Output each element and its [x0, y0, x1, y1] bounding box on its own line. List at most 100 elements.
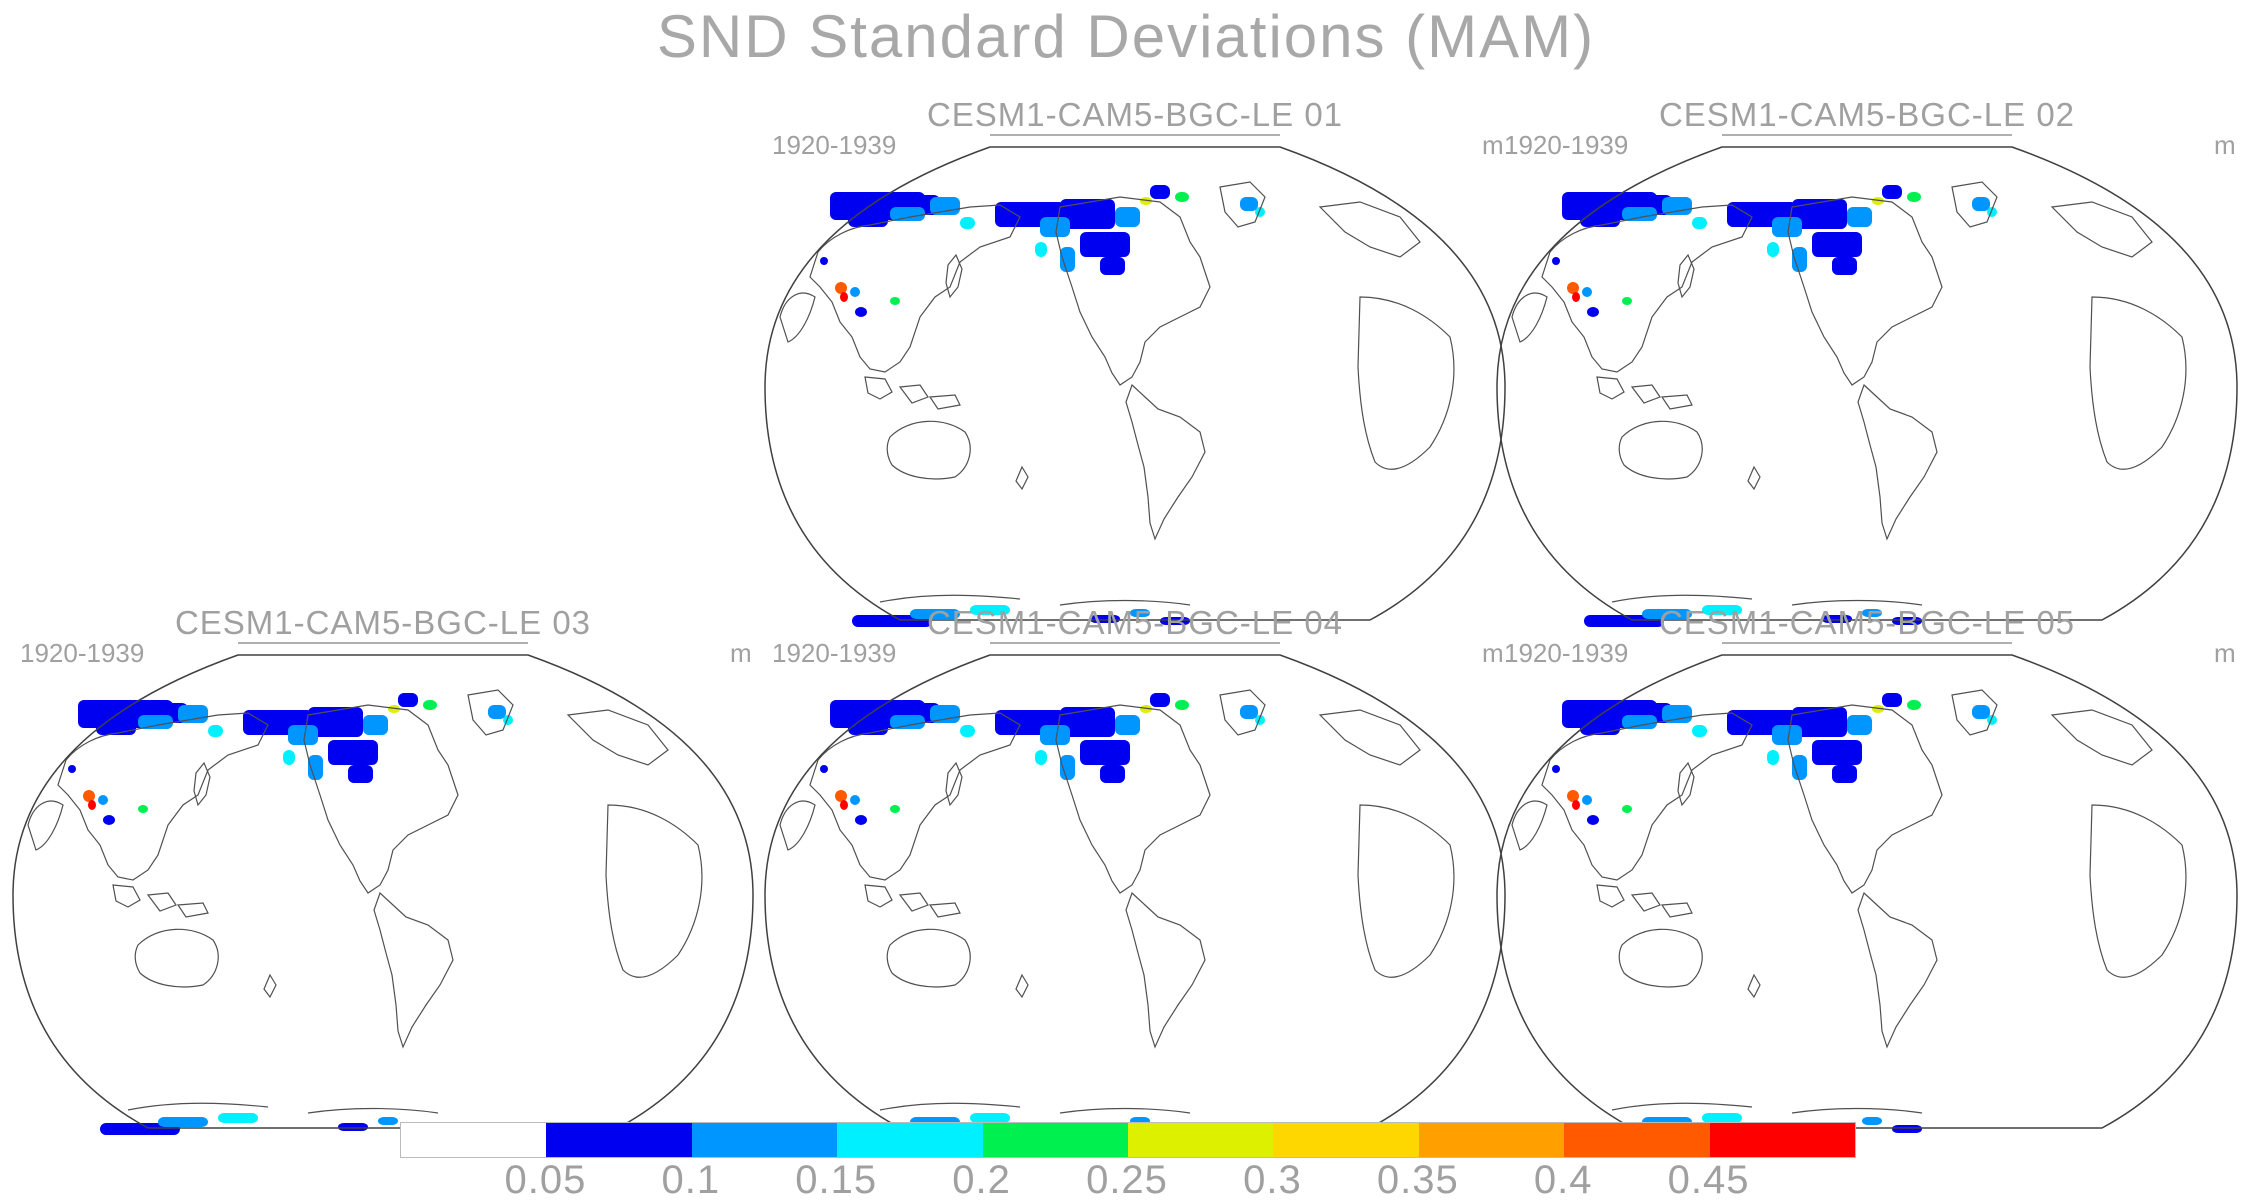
coastline: [1511, 800, 1548, 851]
coastline: [1787, 704, 1943, 894]
coastline: [945, 253, 963, 299]
map-plot: [1496, 654, 2238, 1135]
panel-title: CESM1-CAM5-BGC-LE 03: [174, 604, 592, 641]
panel-units: m: [730, 638, 752, 668]
coastline: [1357, 296, 1455, 470]
panel-title: CESM1-CAM5-BGC-LE 05: [1658, 604, 2076, 641]
panel-period: 1920-1939: [20, 638, 145, 668]
colorbar-tick-label: 0.45: [1667, 1158, 1750, 1202]
snow-patch: [1572, 800, 1580, 810]
snow-patch: [378, 1117, 398, 1125]
map-frame: [1496, 654, 2238, 1129]
colorbar-tick-label: 0.3: [1243, 1158, 1302, 1202]
snow-patch: [1812, 740, 1862, 765]
snow-patch: [1060, 755, 1075, 780]
snow-patch: [1130, 609, 1150, 617]
snow-patch: [1080, 232, 1130, 257]
colorbar-tick-label: 0.1: [661, 1158, 721, 1202]
map-panel-05: CESM1-CAM5-BGC-LE 05 1920-1939 m: [1492, 600, 2242, 1160]
coastline: [2050, 709, 2153, 766]
snow-patch: [1150, 693, 1170, 707]
coastline: [307, 1107, 439, 1114]
snow-patch: [890, 207, 925, 221]
snow-patch: [1702, 1113, 1742, 1123]
coastline: [1618, 420, 1703, 480]
snow-patch: [1882, 185, 1902, 199]
snow-patch: [100, 1123, 180, 1135]
coastline: [1318, 201, 1421, 258]
snow-patch: [1035, 750, 1047, 765]
map-frame: [1496, 146, 2238, 621]
snow-patch: [328, 740, 378, 765]
coastline: [864, 376, 893, 400]
snow-patch: [1767, 750, 1779, 765]
coastline: [1618, 928, 1703, 988]
colorbar-swatch: [1128, 1123, 1274, 1157]
colorbar-tick-label: 0.05: [504, 1158, 587, 1202]
snow-patch: [1767, 242, 1779, 257]
snow-patch: [1552, 257, 1560, 265]
coastline: [1747, 465, 1761, 491]
snow-patch: [83, 790, 95, 802]
snow-patch: [1587, 815, 1599, 825]
snow-patch: [1907, 700, 1921, 710]
snow-patch: [1567, 282, 1579, 294]
snow-patch: [138, 715, 173, 729]
snow-patch: [1792, 247, 1807, 272]
snow-patch: [1100, 257, 1125, 275]
snow-patch: [930, 197, 960, 215]
coastline: [886, 928, 971, 988]
coastline: [1677, 253, 1695, 299]
panel-period: 1920-1939: [1504, 638, 1629, 668]
snow-patch: [1582, 287, 1592, 297]
map-plot: [1496, 146, 2238, 627]
snow-patch: [1115, 715, 1140, 735]
panel-title: CESM1-CAM5-BGC-LE 04: [926, 604, 1344, 641]
coastline: [809, 712, 1021, 881]
snow-patch: [363, 715, 388, 735]
coastline: [1125, 383, 1206, 541]
snow-patch: [970, 605, 1010, 615]
snow-patch: [960, 217, 975, 229]
coastline: [1660, 394, 1693, 410]
snow-patch: [910, 609, 960, 619]
snow-patch: [283, 750, 295, 765]
coastline: [263, 973, 277, 999]
snow-patch: [1240, 705, 1258, 719]
coastline: [1857, 383, 1938, 541]
map-panel-03: CESM1-CAM5-BGC-LE 03 1920-1939 m: [8, 600, 758, 1160]
coastline: [879, 594, 1021, 603]
map-plot: [764, 654, 1506, 1135]
map-panel-04: CESM1-CAM5-BGC-LE 04 1920-1939 m: [760, 600, 1510, 1160]
snow-patch: [1972, 705, 1990, 719]
map-panel-02: CESM1-CAM5-BGC-LE 02 1920-1939 m: [1492, 92, 2242, 652]
snow-patch: [1160, 617, 1190, 625]
coastline: [605, 804, 703, 978]
coastline: [1630, 892, 1661, 912]
snow-patch: [1060, 199, 1115, 229]
colorbar-swatch: [1709, 1123, 1856, 1157]
snow-patch: [1240, 197, 1258, 211]
snow-patch: [1622, 297, 1632, 305]
coastline: [134, 928, 219, 988]
snow-patch: [835, 282, 847, 294]
colorbar-swatch: [691, 1123, 838, 1157]
snow-patch: [855, 307, 867, 317]
coastline: [1219, 689, 1266, 736]
snow-patch: [1847, 207, 1872, 227]
coastline: [898, 384, 929, 404]
coastline: [1787, 196, 1943, 386]
coastline: [879, 1102, 1021, 1111]
snow-patch: [855, 815, 867, 825]
panel-title-underline: [990, 642, 1280, 644]
snow-patch: [1872, 705, 1884, 713]
coastline: [779, 800, 816, 851]
snow-patch: [1040, 725, 1070, 745]
snow-patch: [1792, 755, 1807, 780]
snow-patch: [1572, 292, 1580, 302]
coastline: [2089, 804, 2187, 978]
colorbar-swatch: [1564, 1123, 1710, 1157]
coastline: [193, 761, 211, 807]
coastline: [1677, 761, 1695, 807]
snow-patch: [1772, 217, 1802, 237]
